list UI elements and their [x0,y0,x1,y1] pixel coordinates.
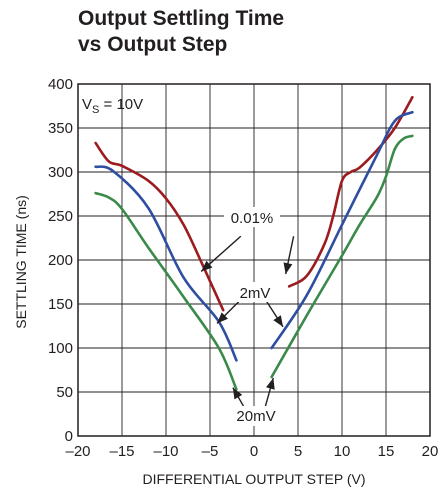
y-tick-label: 250 [48,208,73,225]
x-tick-label: 20 [422,443,438,460]
x-tick-label: –15 [109,443,134,460]
y-tick-label: 350 [48,120,73,137]
y-tick-label: 200 [48,252,73,269]
series-1-segment-1 [270,110,414,350]
annotation-arrows [200,235,295,407]
y-tick-label: 400 [48,76,73,93]
y-axis-label: SETTLING TIME (ns) [13,195,29,329]
annotation-bg-1 [232,282,278,302]
annotation-bg-0 [224,207,280,227]
arrow-20mv-right-head [266,377,275,390]
condition-sub: S [92,104,99,116]
annotation-2mv: 2mV [240,285,271,302]
y-tick-label: 150 [48,296,73,313]
y-tick-label: 300 [48,164,73,181]
x-tick-label: 15 [378,443,395,460]
arrow-20mv-left-head [232,387,243,400]
series-lines [94,95,414,391]
series-2-segment-1 [270,134,414,379]
condition-label: VS = 10V [82,96,143,116]
series-2-segment-0 [94,191,238,391]
chart-title: Output Settling Time vs Output Step [78,6,284,58]
x-tick-label: 10 [334,443,351,460]
annotation-bg-2 [228,406,282,426]
arrow-0-01-percent-left-head [201,260,213,272]
arrow-0-01-percent-right-head [283,262,293,275]
x-tick-label: –5 [202,443,219,460]
tick-labels: –20 –15 –10 –5 0 5 10 15 20050100150200250300350… [48,76,438,460]
chart-title-line-2: vs Output Step [78,33,228,56]
plot-frame [77,83,431,437]
y-tick-label: 50 [56,384,73,401]
annotation-20mv: 20mV [236,408,275,425]
y-tick-label: 100 [48,340,73,357]
x-tick-label: –20 [65,443,90,460]
x-tick-label: 5 [294,443,302,460]
condition-main: V [82,96,92,113]
y-tick-label: 0 [65,428,73,445]
series-1-segment-0 [94,165,238,362]
annotation-0-01-percent: 0.01% [231,210,274,227]
arrow-2mv-right-head [273,315,284,327]
condition-rest: = 10V [99,96,143,113]
arrow-2mv-left-head [217,312,229,324]
chart-title-line-1: Output Settling Time [78,7,285,30]
series-0-segment-1 [287,95,414,288]
x-axis-label: DIFFERENTIAL OUTPUT STEP (V) [143,471,366,487]
x-tick-label: 0 [250,443,258,460]
grid [77,83,431,437]
x-tick-label: –10 [153,443,178,460]
series-0-segment-0 [94,141,225,312]
